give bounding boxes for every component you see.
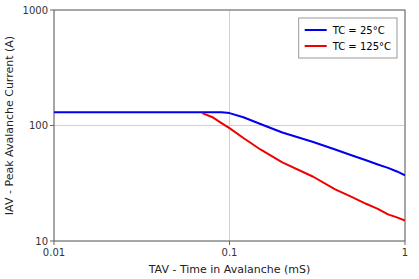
series-line [54, 112, 405, 175]
x-tick-label: 0.01 [43, 247, 65, 258]
plot-frame [54, 10, 405, 241]
chart: 0.01 0.1 1 10 100 1000 TAV - Time in Avalanche… [0, 0, 419, 279]
chart-container: 0.01 0.1 1 10 100 1000 TAV - Time in Avalanche… [0, 0, 419, 279]
legend: TC = 25°C TC = 125°C [299, 18, 397, 58]
axes: 0.01 0.1 1 10 100 1000 [23, 5, 409, 259]
legend-label: TC = 125°C [332, 41, 391, 52]
y-tick-label: 1000 [23, 5, 48, 16]
x-tick [229, 241, 230, 245]
series-line [202, 113, 405, 221]
legend-swatch [305, 29, 327, 31]
x-tick-label: 0.1 [222, 247, 238, 258]
x-tick [54, 241, 55, 245]
plot-background [54, 10, 405, 241]
y-tick [50, 125, 54, 126]
y-tick-label: 100 [29, 120, 48, 131]
series-lines [54, 112, 405, 220]
legend-swatch [305, 45, 327, 47]
grid [54, 10, 405, 241]
y-tick [50, 10, 54, 11]
y-grid-line [54, 125, 405, 126]
y-axis-label: IAV - Peak Avalanche Current (A) [3, 36, 16, 215]
x-tick [405, 241, 406, 245]
x-tick-label: 1 [402, 247, 408, 258]
x-axis-label: TAV - Time in Avalanche (mS) [148, 263, 311, 276]
y-tick [50, 241, 54, 242]
y-tick-label: 10 [35, 236, 48, 247]
legend-label: TC = 25°C [332, 25, 385, 36]
legend-box [299, 18, 397, 58]
